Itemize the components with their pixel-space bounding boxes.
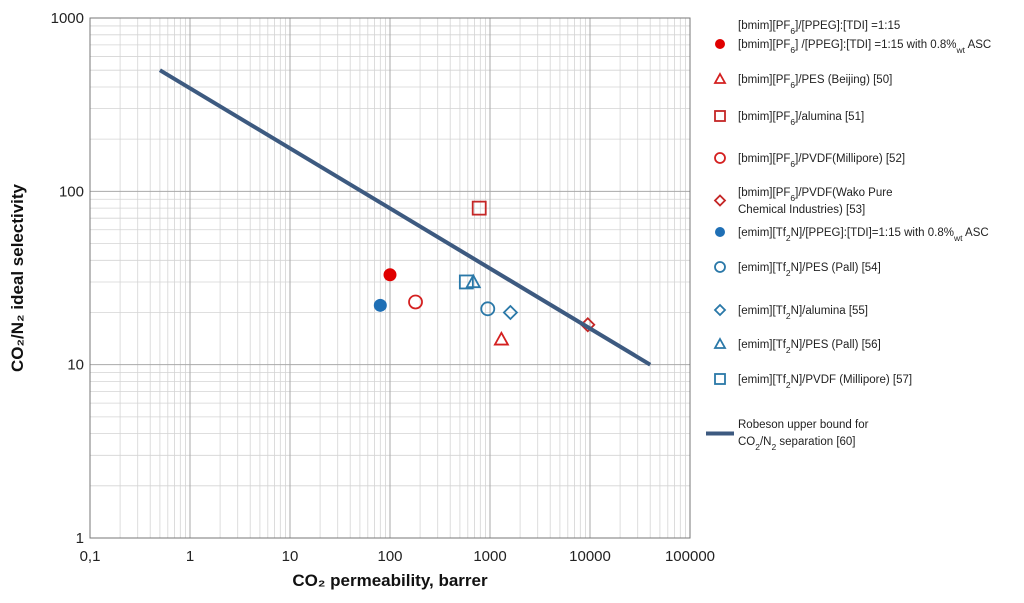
legend-text-segment: [bmim][PF	[738, 39, 790, 51]
data-point-series-1	[383, 268, 397, 282]
data-point-series-10	[458, 274, 474, 290]
legend-text-segment: ]/alumina [51]	[795, 111, 864, 123]
legend-text-segment: [emim][Tf	[738, 339, 787, 351]
legend-label: [bmim][PF6]/PVDF(Millipore) [52]	[738, 153, 905, 169]
legend-label: Robeson upper bound for	[738, 419, 869, 431]
data-point-series-6	[373, 298, 387, 312]
legend-subscript: 2	[786, 268, 791, 278]
legend-marker	[713, 72, 727, 84]
legend-marker	[714, 110, 726, 122]
legend-subscript: 6	[790, 117, 795, 127]
legend-text-segment: N]/PVDF (Millipore) [57]	[791, 374, 912, 386]
legend-text-segment: Chemical Industries) [53]	[738, 204, 865, 216]
legend-text-segment: [bmim][PF	[738, 153, 790, 165]
legend-label: [bmim][PF6]/alumina [51]	[738, 111, 864, 127]
legend-text-segment: [emim][Tf	[738, 374, 787, 386]
legend-label: [bmim][PF6]/PVDF(Wako Pure	[738, 187, 892, 203]
x-tick-label: 100	[377, 548, 402, 565]
legend-text-segment: [bmim][PF	[738, 20, 790, 32]
legend-label: Chemical Industries) [53]	[738, 204, 865, 216]
y-axis-title: CO₂/N₂ ideal selectivity	[8, 183, 27, 372]
legend-subscript: 6	[790, 193, 795, 203]
legend-text-segment: [emim][Tf	[738, 305, 787, 317]
x-axis-ticks: 0,1 1 10 100 1000 10000 100000	[80, 548, 715, 565]
data-point-series-7	[480, 301, 496, 317]
data-point-series-8	[502, 304, 519, 321]
legend-text-segment: N]/[PPEG]:[TDI]=1:15 with 0.8%	[791, 227, 954, 239]
legend-subscript: 2	[771, 442, 776, 452]
legend-label: [emim][Tf2N]/PES (Pall) [56]	[738, 339, 881, 355]
x-tick-label: 1000	[473, 548, 506, 565]
y-tick-label: 10	[67, 357, 84, 374]
y-tick-label: 100	[59, 183, 84, 200]
data-point-series-3	[471, 200, 487, 216]
data-point-series-2	[493, 330, 510, 346]
legend-subscript: 6	[790, 26, 795, 36]
legend-marker	[713, 303, 727, 317]
legend-text-segment: N]/PES (Pall) [56]	[791, 339, 881, 351]
data-series	[158, 68, 652, 367]
legend-subscript: wt	[953, 233, 963, 243]
legend-label: [bmim][PF6]/PES (Beijing) [50]	[738, 74, 892, 90]
x-tick-label: 100000	[665, 548, 715, 565]
legend-subscript: 2	[755, 442, 760, 452]
legend-marker	[715, 39, 725, 49]
legend-text-segment: [bmim][PF	[738, 187, 790, 199]
x-axis-title: CO₂ permeability, barrer	[292, 571, 488, 590]
robeson-upper-bound-line	[158, 68, 652, 367]
legend-text-segment: [emim][Tf	[738, 262, 787, 274]
legend-text-segment: [bmim][PF	[738, 111, 790, 123]
legend-text-segment: [emim][Tf	[738, 227, 787, 239]
legend-marker	[714, 152, 726, 164]
legend-subscript: 2	[786, 311, 791, 321]
x-tick-label: 10000	[569, 548, 611, 565]
legend-label: CO2/N2 separation [60]	[738, 436, 856, 452]
legend-text-segment: ]/PVDF(Millipore) [52]	[795, 153, 905, 165]
legend-subscript: wt	[956, 45, 966, 55]
legend-text-segment: separation [60]	[776, 436, 855, 448]
legend-label: [emim][Tf2N]/PES (Pall) [54]	[738, 262, 881, 278]
legend-text-segment: /N	[760, 436, 772, 448]
legend-marker	[713, 337, 727, 349]
legend-text-segment: CO	[738, 436, 755, 448]
legend-text-segment: ]/PVDF(Wako Pure	[795, 187, 892, 199]
legend-label: [emim][Tf2N]/[PPEG]:[TDI]=1:15 with 0.8%…	[738, 227, 989, 243]
legend-marker	[715, 227, 725, 237]
legend-text-segment: Robeson upper bound for	[738, 419, 869, 431]
legend-subscript: 6	[790, 45, 795, 55]
legend-label: [bmim][PF6]/[PPEG]:[TDI] =1:15	[738, 20, 900, 36]
legend-text-segment: N]/PES (Pall) [54]	[791, 262, 881, 274]
legend-text-segment: ] /[PPEG]:[TDI] =1:15 with 0.8%	[795, 39, 956, 51]
legend-subscript: 6	[790, 159, 795, 169]
legend-text-segment: [bmim][PF	[738, 74, 790, 86]
legend-text-segment: ASC	[962, 227, 988, 239]
legend-label: [emim][Tf2N]/PVDF (Millipore) [57]	[738, 374, 912, 390]
y-axis-ticks: 1 10 100 1000	[51, 10, 84, 547]
x-tick-label: 10	[282, 548, 299, 565]
legend-text-segment: ASC	[965, 39, 991, 51]
legend-marker	[713, 194, 727, 207]
x-tick-label: 1	[186, 548, 194, 565]
plot-frame	[89, 17, 691, 539]
legend-text-segment: ]/PES (Beijing) [50]	[795, 74, 892, 86]
legend-label: [bmim][PF6] /[PPEG]:[TDI] =1:15 with 0.8…	[738, 39, 991, 55]
grid	[89, 17, 691, 539]
x-tick-label: 0,1	[80, 548, 101, 565]
legend-text-segment: N]/alumina [55]	[791, 305, 868, 317]
legend-subscript: 2	[786, 345, 791, 355]
data-point-series-4	[408, 294, 423, 310]
legend: [bmim][PF6]/[PPEG]:[TDI] =1:15[bmim][PF6…	[706, 20, 991, 452]
y-tick-label: 1000	[51, 10, 84, 27]
legend-marker	[714, 261, 726, 273]
legend-text-segment: ]/[PPEG]:[TDI] =1:15	[795, 20, 900, 32]
legend-subscript: 2	[786, 380, 791, 390]
y-tick-label: 1	[76, 530, 84, 547]
legend-subscript: 2	[786, 233, 791, 243]
legend-marker	[714, 373, 726, 385]
legend-subscript: 6	[790, 80, 795, 90]
legend-label: [emim][Tf2N]/alumina [55]	[738, 305, 868, 321]
